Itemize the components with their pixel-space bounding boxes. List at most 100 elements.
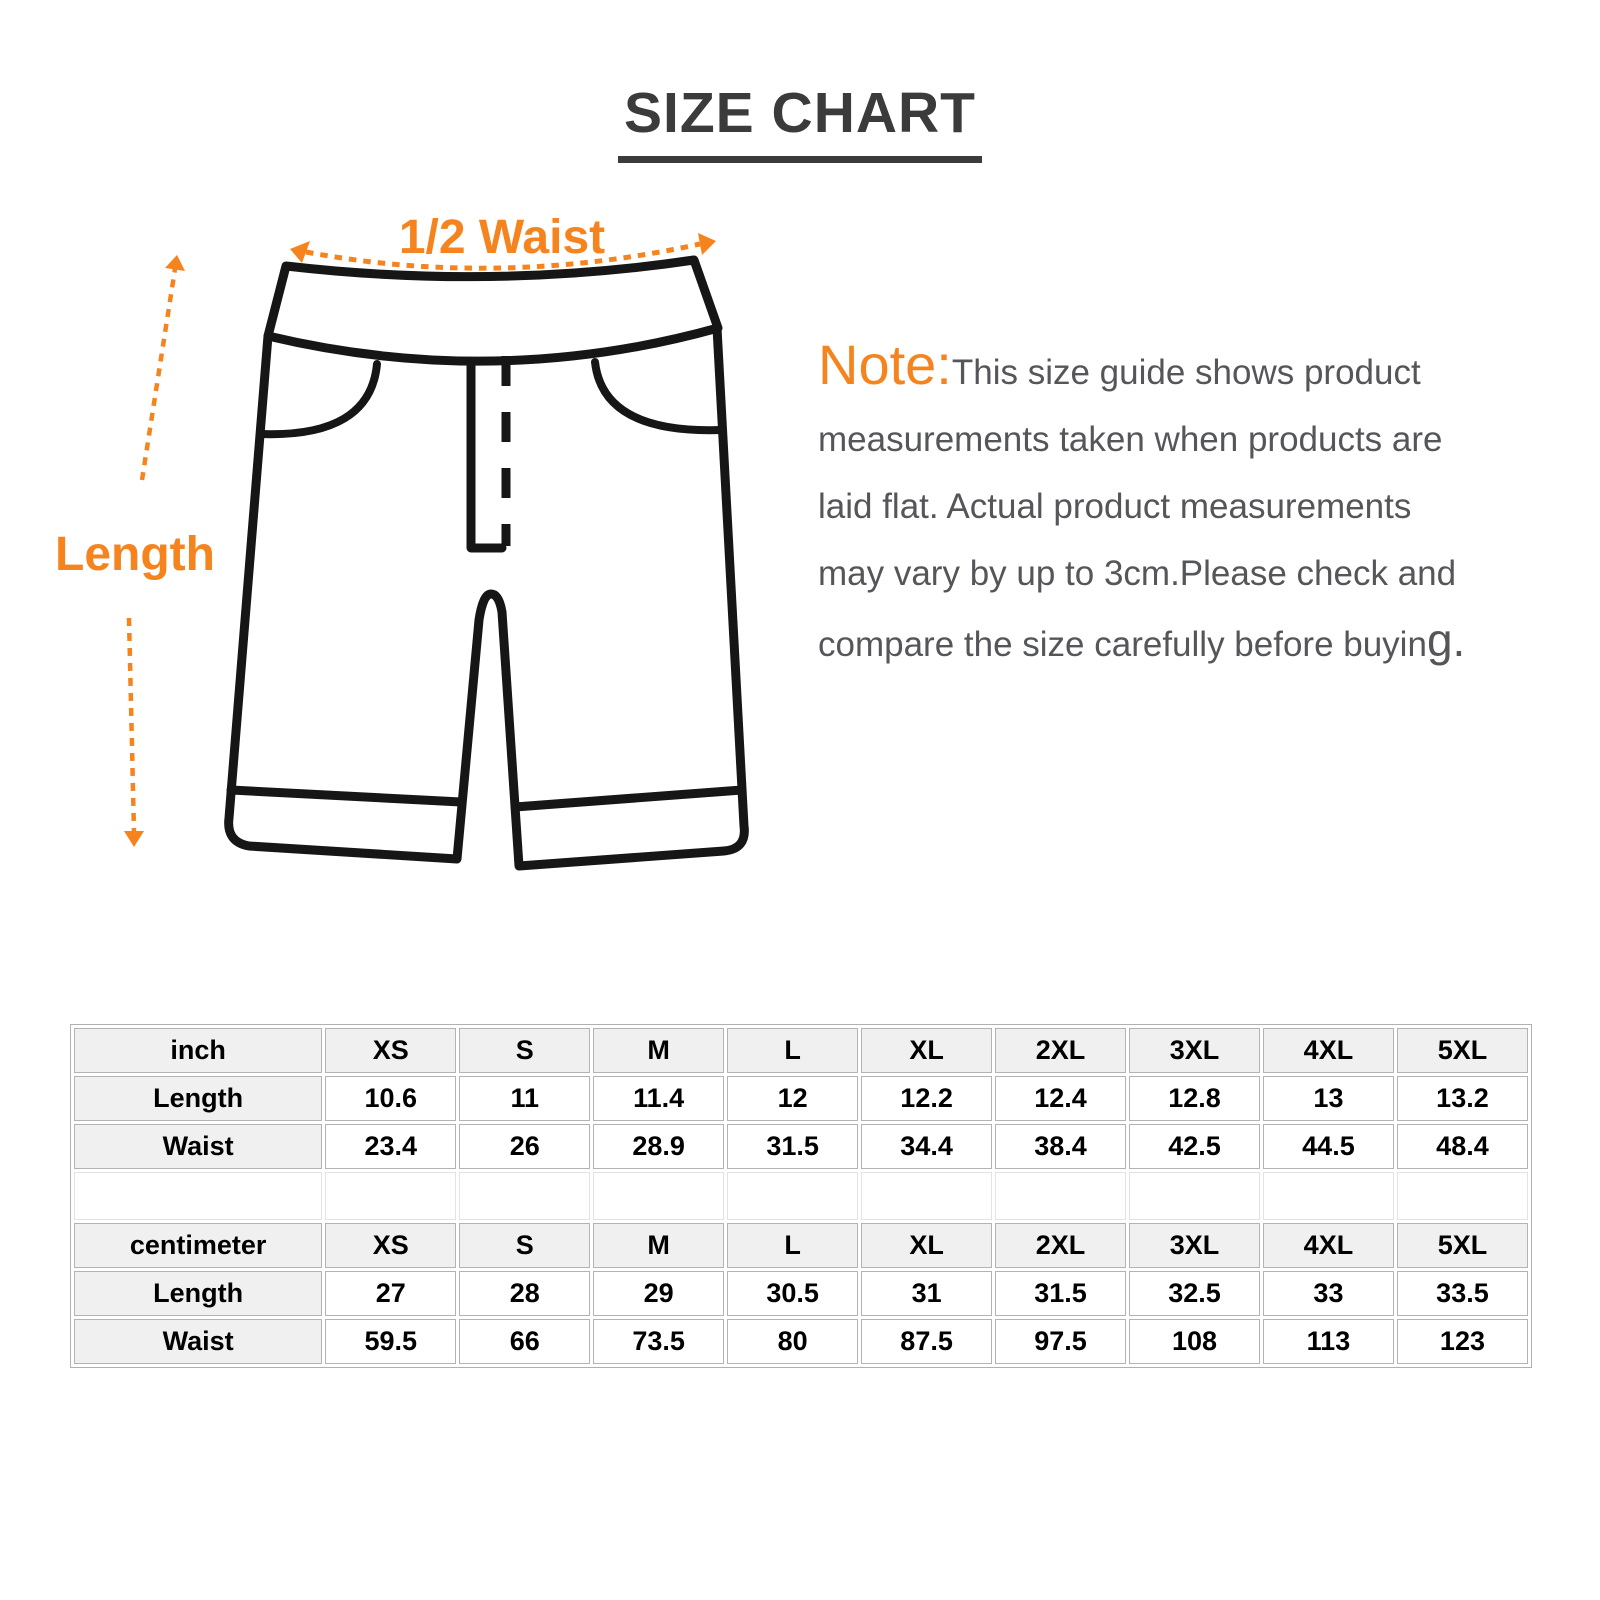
value-cell: 113 [1262, 1319, 1394, 1364]
size-header-cell: S [459, 1028, 591, 1073]
value-cell: 12.2 [861, 1076, 993, 1121]
size-header-cell: 4XL [1262, 1223, 1394, 1268]
note-line-5: compare the size carefully before buying… [818, 607, 1534, 678]
value-cell: 31.5 [727, 1124, 859, 1169]
value-cell: 33.5 [1396, 1271, 1528, 1316]
spacer-cell [1396, 1172, 1528, 1220]
spacer-cell [727, 1172, 859, 1220]
size-header-cell: 5XL [1396, 1028, 1528, 1073]
unit-cell-inch: inch [74, 1028, 323, 1073]
note-text-5: compare the size carefully before buyin [818, 625, 1427, 664]
value-cell: 108 [1129, 1319, 1260, 1364]
spacer-cell [995, 1172, 1127, 1220]
spacer-cell [1262, 1172, 1394, 1220]
inch-header-row: inch XS S M L XL 2XL 3XL 4XL 5XL [74, 1028, 1528, 1073]
row-label-cell: Waist [74, 1319, 323, 1364]
centimeter-header-row: centimeter XS S M L XL 2XL 3XL 4XL 5XL [74, 1223, 1528, 1268]
note-paragraph: Note:This size guide shows product measu… [818, 331, 1534, 678]
length-measure-label: Length [55, 528, 215, 581]
note-line-1: Note:This size guide shows product [818, 331, 1534, 406]
note-label: Note: [818, 333, 952, 396]
value-cell: 13 [1262, 1076, 1394, 1121]
inch-length-row: Length 10.6 11 11.4 12 12.2 12.4 12.8 13… [74, 1076, 1528, 1121]
value-cell: 12.8 [1129, 1076, 1260, 1121]
value-cell: 97.5 [995, 1319, 1127, 1364]
size-header-cell: S [459, 1223, 591, 1268]
value-cell: 34.4 [861, 1124, 993, 1169]
value-cell: 80 [727, 1319, 859, 1364]
spacer-cell [74, 1172, 323, 1220]
value-cell: 28 [459, 1271, 591, 1316]
value-cell: 27 [325, 1271, 457, 1316]
length-arrowhead-up [165, 255, 185, 271]
spacer-row [74, 1172, 1528, 1220]
value-cell: 13.2 [1396, 1076, 1528, 1121]
length-arrow-lower-dashed [126, 617, 137, 833]
right-pocket-curve [591, 358, 726, 435]
fly-seam-line [466, 357, 507, 553]
value-cell: 11.4 [593, 1076, 725, 1121]
note-line-4: may vary by up to 3cm.Please check and [818, 554, 1457, 593]
value-cell: 48.4 [1396, 1124, 1528, 1169]
value-cell: 38.4 [995, 1124, 1127, 1169]
size-table: inch XS S M L XL 2XL 3XL 4XL 5XL Length … [70, 1024, 1532, 1368]
size-header-cell: XL [861, 1028, 993, 1073]
size-header-cell: 2XL [995, 1223, 1127, 1268]
value-cell: 59.5 [325, 1319, 457, 1364]
value-cell: 28.9 [593, 1124, 725, 1169]
centimeter-length-row: Length 27 28 29 30.5 31 31.5 32.5 33 33.… [74, 1271, 1528, 1316]
size-header-cell: 3XL [1129, 1028, 1260, 1073]
value-cell: 66 [459, 1319, 591, 1364]
size-header-cell: M [593, 1028, 725, 1073]
size-header-cell: 3XL [1129, 1223, 1260, 1268]
size-header-cell: XS [325, 1223, 457, 1268]
value-cell: 87.5 [861, 1319, 993, 1364]
value-cell: 12 [727, 1076, 859, 1121]
value-cell: 33 [1262, 1271, 1394, 1316]
waist-measure-label: 1/2 Waist [399, 211, 605, 264]
spacer-cell [1129, 1172, 1260, 1220]
note-line-3: laid flat. Actual product measurements [818, 487, 1412, 526]
page-title: SIZE CHART [618, 80, 982, 163]
size-header-cell: XS [325, 1028, 457, 1073]
size-header-cell: L [727, 1223, 859, 1268]
unit-cell-centimeter: centimeter [74, 1223, 323, 1268]
size-header-cell: 5XL [1396, 1223, 1528, 1268]
size-header-cell: 4XL [1262, 1028, 1394, 1073]
value-cell: 31.5 [995, 1271, 1127, 1316]
value-cell: 44.5 [1262, 1124, 1394, 1169]
value-cell: 12.4 [995, 1076, 1127, 1121]
waist-arrowhead-left [290, 241, 310, 263]
shorts-body-outline [224, 323, 749, 871]
size-header-cell: XL [861, 1223, 993, 1268]
row-label-cell: Length [74, 1271, 323, 1316]
length-arrow-upper-dashed [139, 268, 178, 481]
length-arrowhead-down [124, 831, 144, 847]
shorts-measurement-diagram: 1/2 Waist Length [55, 211, 749, 871]
value-cell: 32.5 [1129, 1271, 1260, 1316]
value-cell: 23.4 [325, 1124, 457, 1169]
spacer-cell [861, 1172, 993, 1220]
value-cell: 30.5 [727, 1271, 859, 1316]
note-text-1: This size guide shows product [951, 353, 1421, 392]
spacer-cell [459, 1172, 591, 1220]
size-header-cell: 2XL [995, 1028, 1127, 1073]
size-header-cell: M [593, 1223, 725, 1268]
left-pocket-curve [256, 360, 381, 439]
value-cell: 11 [459, 1076, 591, 1121]
value-cell: 123 [1396, 1319, 1528, 1364]
row-label-cell: Waist [74, 1124, 323, 1169]
value-cell: 10.6 [325, 1076, 457, 1121]
right-hem-line [510, 785, 747, 812]
value-cell: 29 [593, 1271, 725, 1316]
spacer-cell [325, 1172, 457, 1220]
spacer-cell [593, 1172, 725, 1220]
note-text-5-tail: g. [1426, 614, 1466, 666]
centimeter-waist-row: Waist 59.5 66 73.5 80 87.5 97.5 108 113 … [74, 1319, 1528, 1364]
size-header-cell: L [727, 1028, 859, 1073]
value-cell: 26 [459, 1124, 591, 1169]
row-label-cell: Length [74, 1076, 323, 1121]
value-cell: 42.5 [1129, 1124, 1260, 1169]
waist-arrow-dashed-line [305, 241, 701, 271]
